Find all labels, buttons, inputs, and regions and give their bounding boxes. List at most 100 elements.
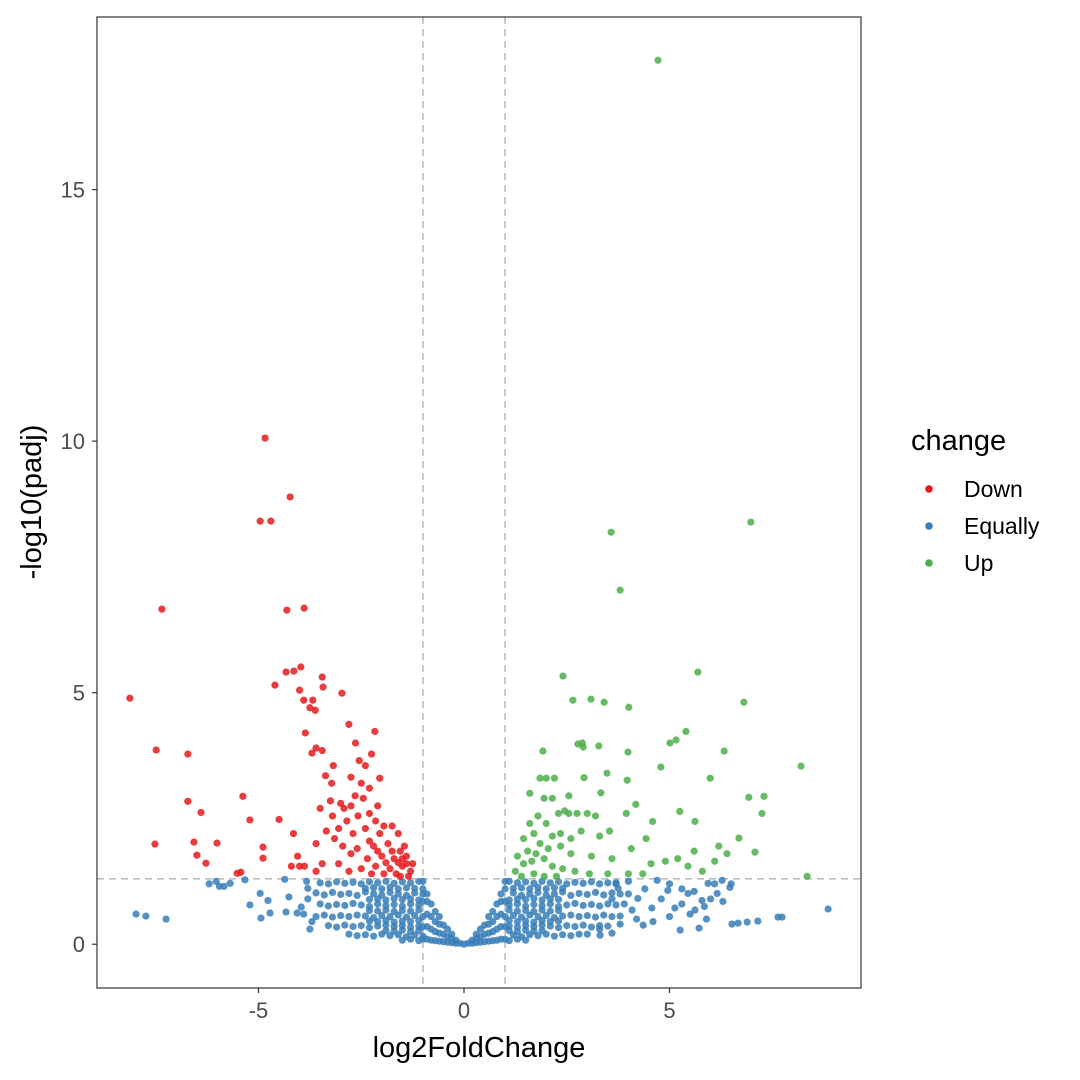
data-point-equally [538,906,546,914]
data-point-up [711,857,719,865]
data-point-equally [390,918,398,926]
legend-key-up [925,559,933,567]
data-point-equally [341,901,349,910]
data-point-up [747,518,755,526]
data-point-equally [695,924,703,932]
y-tick-label: 10 [61,429,85,454]
data-point-equally [390,900,398,909]
data-point-up [536,774,544,782]
data-point-up [517,872,526,880]
data-point-equally [676,926,684,934]
data-point-equally [304,895,312,903]
data-point-equally [596,880,604,888]
legend-label-equally: Equally [964,513,1040,539]
data-point-up [672,736,680,744]
data-point-equally [700,902,709,911]
data-point-down [282,668,290,676]
data-point-up [542,774,550,782]
data-point-up [567,850,575,858]
data-point-equally [382,906,390,914]
data-point-up [552,872,561,880]
data-point-down [259,843,267,851]
data-point-down [396,872,404,880]
data-point-down [289,829,298,838]
data-point-equally [300,910,308,918]
data-point-down [213,839,221,847]
data-point-equally [554,924,563,932]
data-point-down [359,794,367,802]
data-point-equally [575,930,583,938]
legend-key-equally [925,522,933,530]
legend-key-down [925,485,933,493]
data-point-equally [604,879,612,887]
data-point-down [338,689,346,697]
data-point-equally [534,888,542,897]
data-point-down [287,862,295,870]
data-point-up [577,827,585,835]
data-point-equally [241,876,249,884]
legend-label-down: Down [964,476,1023,502]
data-point-up [595,742,603,750]
data-point-equally [419,877,427,885]
data-point-equally [575,912,583,921]
data-point-down [318,746,326,755]
data-point-down [374,847,382,855]
data-point-equally [522,906,530,915]
data-point-equally [665,880,674,888]
data-point-equally [612,880,620,888]
data-point-equally [357,901,365,909]
data-point-up [715,842,723,850]
data-point-equally [337,890,345,899]
data-point-down [202,859,210,867]
data-point-equally [633,915,641,923]
data-point-down [347,773,355,781]
data-point-equally [542,885,550,893]
data-point-down [300,862,309,870]
data-point-down [158,605,166,613]
data-point-equally [567,932,575,940]
data-point-equally [583,911,591,920]
data-point-equally [431,907,439,916]
data-point-equally [497,890,505,898]
data-point-equally [616,912,624,920]
data-point-up [760,792,768,800]
data-point-down [318,673,326,681]
data-point-up [534,812,542,820]
data-point-equally [398,936,406,944]
data-point-equally [616,920,624,928]
data-point-up [624,748,632,756]
data-point-down [151,840,159,848]
data-point-equally [505,937,513,945]
data-point-equally [246,901,254,909]
data-point-equally [324,902,332,910]
data-point-up [706,774,714,782]
data-point-equally [378,885,386,893]
data-point-up [548,862,556,870]
data-point-equally [415,916,423,925]
data-point-down [357,779,365,787]
data-point-up [720,747,728,755]
data-point-down [353,845,361,853]
data-point-equally [365,924,374,932]
data-point-up [597,789,605,797]
data-point-equally [332,923,341,931]
data-point-up [540,794,548,802]
data-point-equally [563,922,571,930]
data-point-down [367,750,376,758]
data-point-equally [345,930,353,938]
data-point-equally [612,901,620,909]
data-point-equally [505,877,513,885]
data-point-up [694,668,702,676]
data-point-equally [353,932,361,940]
data-point-equally [382,877,390,885]
data-point-equally [600,911,608,919]
data-point-equally [489,907,497,916]
data-point-equally [386,888,394,897]
data-point-up [684,862,692,870]
data-point-equally [513,917,522,926]
data-point-equally [554,906,563,915]
data-point-equally [312,889,320,897]
data-point-equally [337,911,345,920]
data-point-equally [215,882,224,890]
